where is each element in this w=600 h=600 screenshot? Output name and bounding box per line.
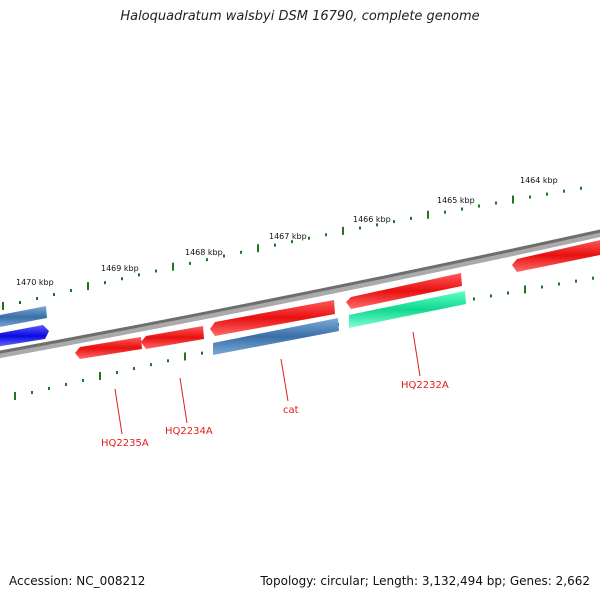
major-tick bbox=[427, 210, 429, 219]
minor-tick bbox=[575, 279, 577, 283]
minor-tick bbox=[529, 195, 531, 199]
gene-arrow-darkblue-left[interactable] bbox=[0, 325, 49, 347]
major-tick bbox=[524, 285, 526, 294]
minor-tick bbox=[308, 236, 310, 240]
major-tick bbox=[99, 371, 101, 380]
scale-label: 1465 kbp bbox=[437, 196, 475, 205]
minor-tick bbox=[223, 254, 225, 258]
minor-tick bbox=[274, 243, 276, 247]
minor-tick bbox=[291, 240, 293, 244]
minor-tick bbox=[546, 192, 548, 196]
major-tick bbox=[14, 392, 16, 400]
minor-tick bbox=[31, 390, 33, 394]
scale-label: 1466 kbp bbox=[353, 215, 391, 224]
major-tick bbox=[512, 195, 514, 204]
gene-label-cat: cat bbox=[283, 405, 299, 416]
scale-label: 1467 kbp bbox=[269, 232, 307, 241]
scale-label: 1469 kbp bbox=[101, 264, 139, 273]
minor-tick bbox=[133, 367, 135, 371]
major-tick bbox=[184, 352, 186, 361]
minor-tick bbox=[48, 386, 50, 390]
gene-label-hq2235a: HQ2235A bbox=[101, 438, 149, 449]
gene-arrow-red-far-right[interactable] bbox=[512, 239, 600, 272]
minor-tick bbox=[201, 351, 203, 355]
minor-tick bbox=[70, 289, 72, 293]
scale-label: 1470 kbp bbox=[16, 278, 54, 287]
gene-arrow-cat[interactable] bbox=[213, 318, 339, 355]
major-tick bbox=[172, 262, 174, 271]
minor-tick bbox=[410, 216, 412, 220]
minor-tick bbox=[444, 210, 446, 214]
accession-text: Accession: NC_008212 bbox=[9, 574, 146, 588]
minor-tick bbox=[490, 294, 492, 298]
genome-title: Haloquadratum walsbyi DSM 16790, complet… bbox=[120, 9, 480, 24]
minor-tick bbox=[150, 363, 152, 367]
minor-tick bbox=[376, 223, 378, 227]
scale-label: 1468 kbp bbox=[185, 248, 223, 257]
minor-tick bbox=[104, 281, 106, 285]
label-leader-cat bbox=[280, 358, 289, 402]
minor-tick bbox=[592, 276, 594, 280]
gene-arrow-hq2235a[interactable] bbox=[75, 337, 142, 359]
minor-tick bbox=[155, 269, 157, 273]
scale-label: 1464 kbp bbox=[520, 176, 558, 185]
gene-arrow-red-right[interactable] bbox=[346, 273, 462, 309]
minor-tick bbox=[563, 189, 565, 193]
minor-tick bbox=[36, 297, 38, 301]
gene-label-hq2234a: HQ2234A bbox=[165, 426, 213, 437]
gene-arrow-hq2234a[interactable] bbox=[141, 326, 204, 349]
minor-tick bbox=[495, 201, 497, 205]
minor-tick bbox=[580, 186, 582, 190]
gene-arrow-red-top[interactable] bbox=[210, 300, 335, 336]
minor-tick bbox=[19, 300, 21, 304]
minor-tick bbox=[65, 382, 67, 386]
minor-tick bbox=[461, 207, 463, 211]
minor-tick bbox=[507, 291, 509, 295]
minor-tick bbox=[82, 378, 84, 382]
minor-tick bbox=[558, 282, 560, 286]
minor-tick bbox=[478, 204, 480, 208]
minor-tick bbox=[473, 297, 475, 301]
minor-tick bbox=[138, 273, 140, 277]
upper-tick-row bbox=[2, 186, 582, 310]
minor-tick bbox=[393, 220, 395, 224]
backbone-shadow bbox=[0, 231, 600, 359]
minor-tick bbox=[206, 258, 208, 262]
major-tick bbox=[2, 302, 4, 310]
minor-tick bbox=[325, 233, 327, 237]
minor-tick bbox=[541, 285, 543, 289]
label-leader-hq2235a bbox=[114, 388, 123, 435]
label-leader-hq2232a bbox=[412, 331, 421, 377]
minor-tick bbox=[167, 359, 169, 363]
minor-tick bbox=[116, 371, 118, 375]
major-tick bbox=[257, 244, 259, 253]
minor-tick bbox=[189, 261, 191, 265]
topology-text: Topology: circular; Length: 3,132,494 bp… bbox=[260, 574, 590, 588]
major-tick bbox=[342, 226, 344, 235]
minor-tick bbox=[359, 226, 361, 230]
minor-tick bbox=[53, 293, 55, 297]
minor-tick bbox=[240, 250, 242, 254]
major-tick bbox=[87, 282, 89, 291]
minor-tick bbox=[121, 277, 123, 281]
gene-label-hq2232a: HQ2232A bbox=[401, 380, 449, 391]
gene-arrow-blue-left[interactable] bbox=[0, 306, 47, 328]
gene-arrow-hq2232a[interactable] bbox=[349, 291, 466, 328]
label-leader-hq2234a bbox=[179, 377, 188, 424]
backbone bbox=[0, 229, 600, 354]
